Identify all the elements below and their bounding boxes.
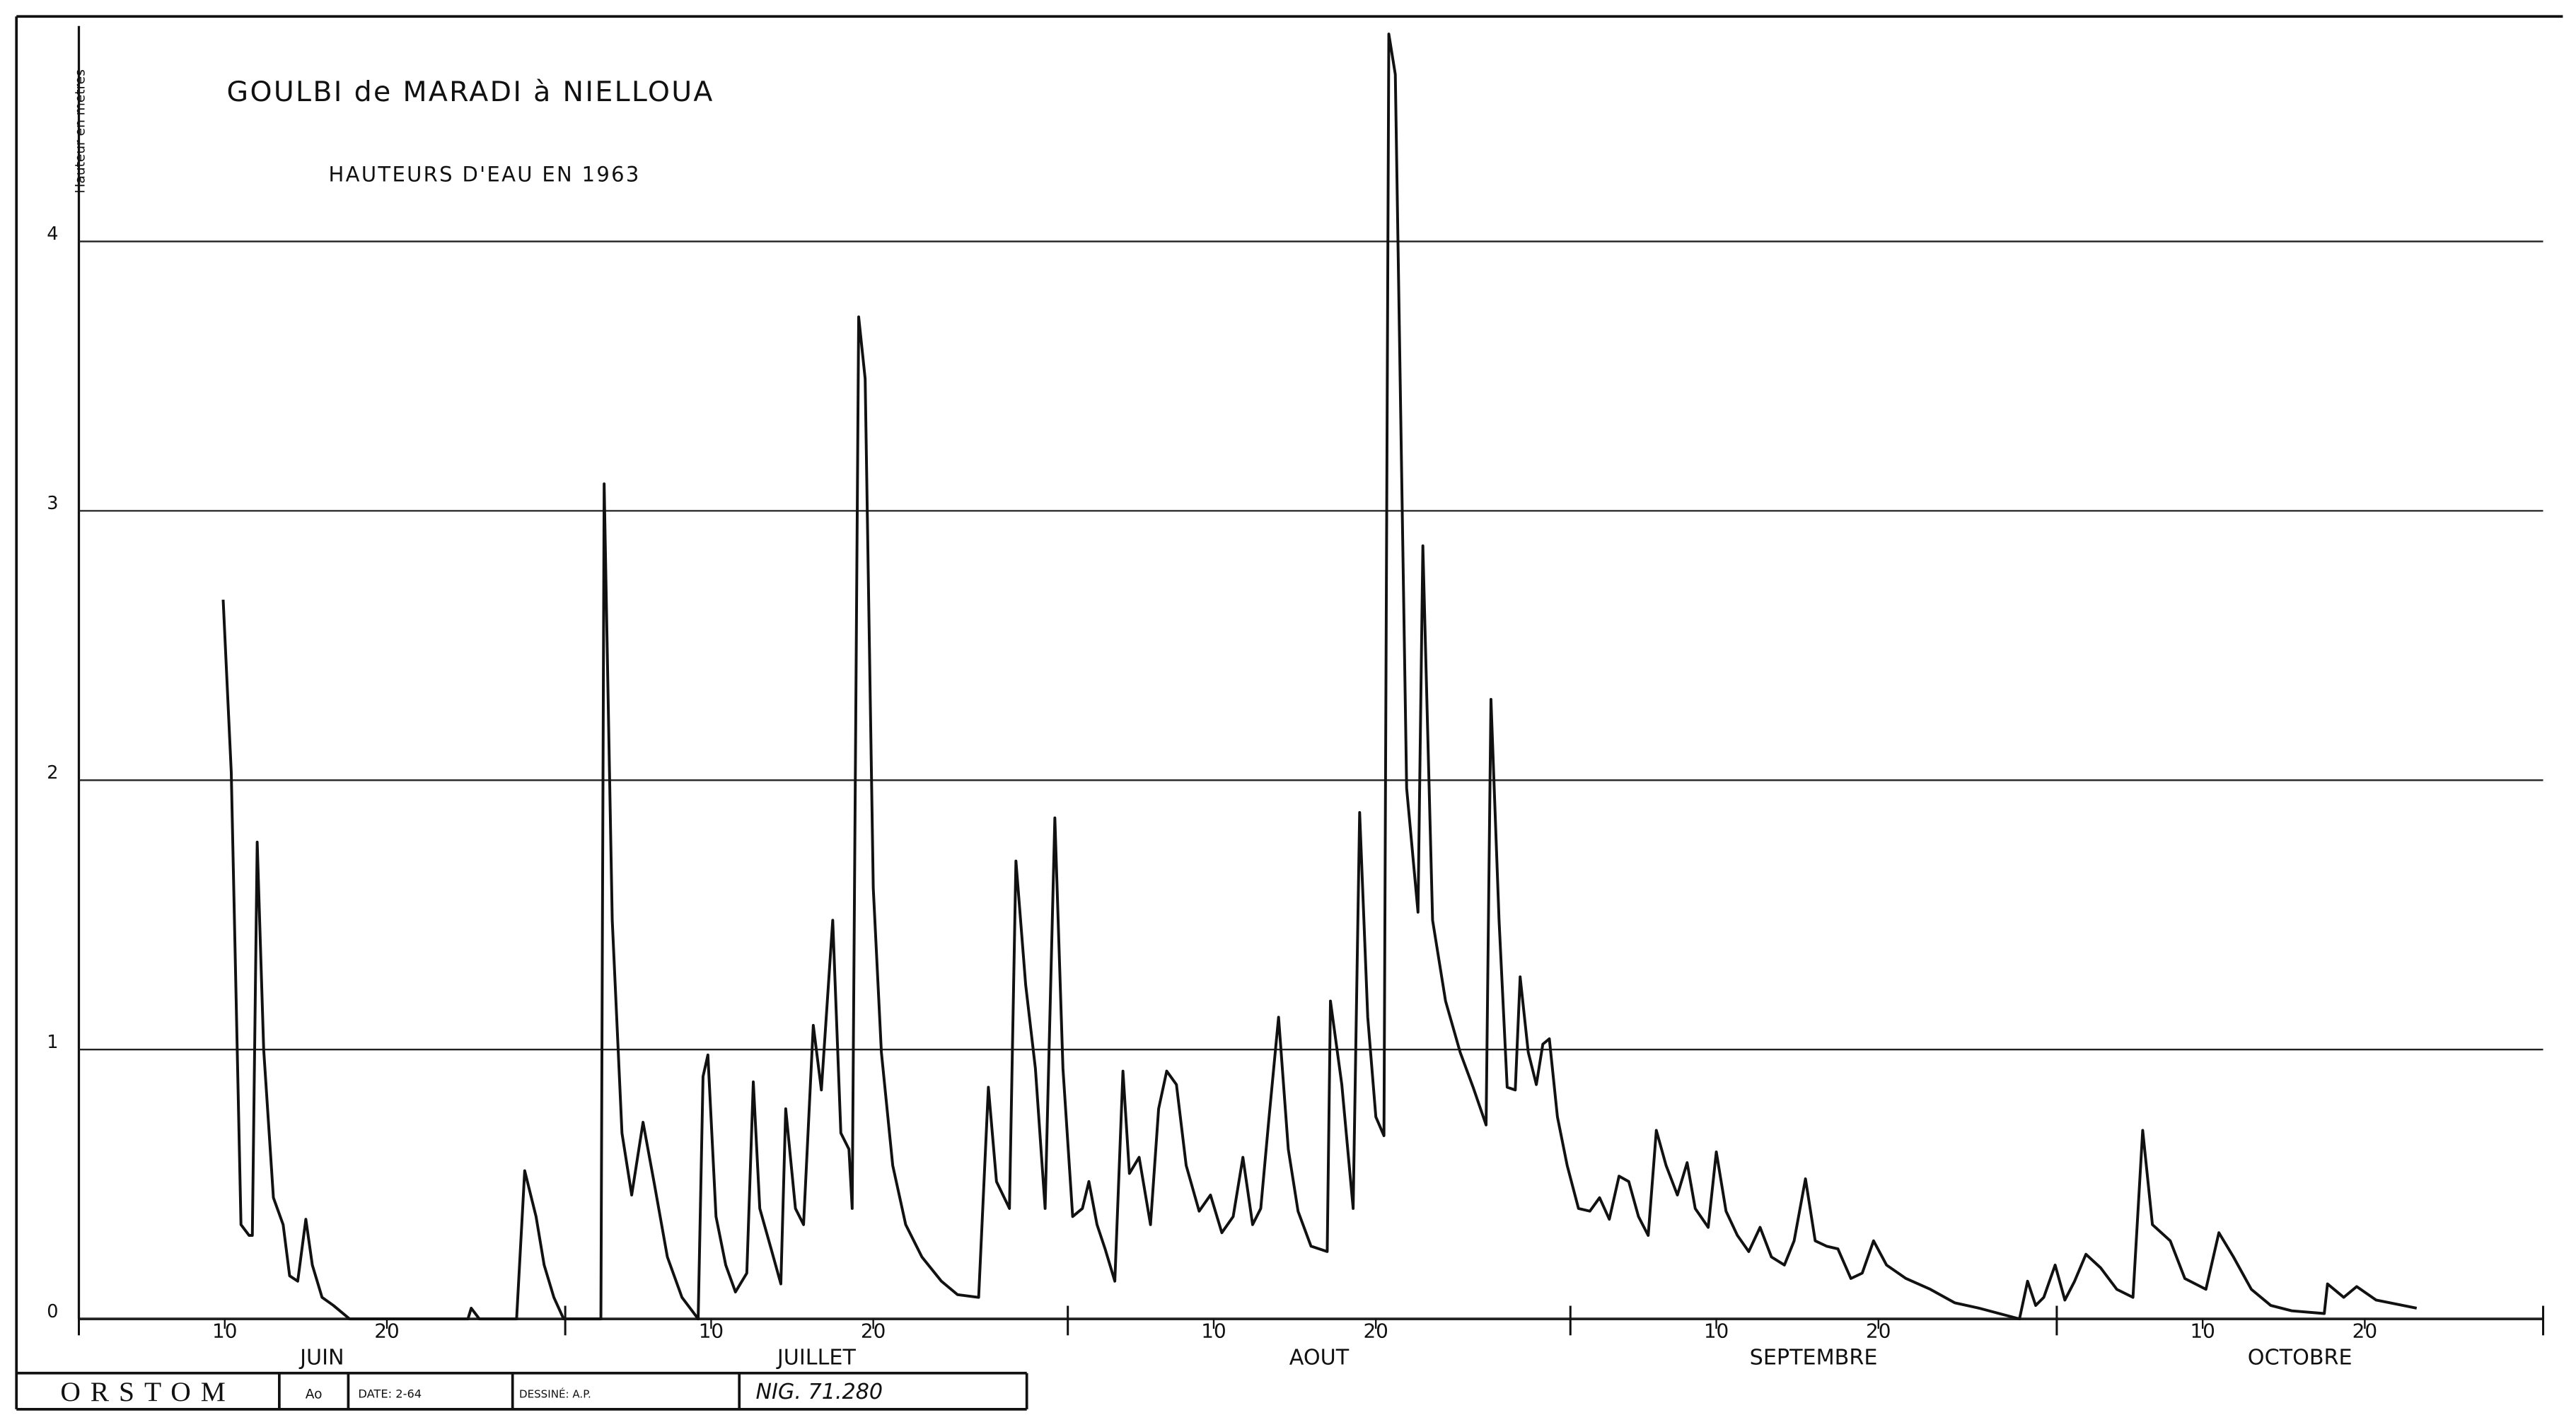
month-label: JUILLET <box>776 1345 857 1370</box>
chart-title: GOULBI de MARADI à NIELLOUA <box>227 76 714 108</box>
footer-date: DATE: 2-64 <box>358 1387 422 1400</box>
y-tick-label: 4 <box>47 223 58 245</box>
x-tick-label: 10 <box>2190 1320 2215 1343</box>
data-line <box>221 33 2418 1321</box>
footer-code: Ao <box>306 1387 323 1402</box>
month-label: OCTOBRE <box>2248 1345 2352 1370</box>
y-tick-label: 0 <box>47 1301 58 1322</box>
month-label: JUIN <box>298 1345 344 1370</box>
x-tick-label: 20 <box>1866 1320 1891 1343</box>
x-tick-label: 10 <box>1201 1320 1226 1343</box>
footer-ref: NIG. 71.280 <box>755 1380 883 1404</box>
x-tick-label: 20 <box>1363 1320 1388 1343</box>
x-tick-label: 20 <box>2352 1320 2377 1343</box>
x-tick-label: 10 <box>212 1320 237 1343</box>
footer-org: ORSTOM <box>60 1376 235 1407</box>
x-tick-label: 10 <box>699 1320 724 1343</box>
y-tick-label: 1 <box>47 1032 58 1053</box>
footer-drawn-by: DESSINÉ: A.P. <box>519 1387 591 1400</box>
x-tick-label: 20 <box>374 1320 399 1343</box>
x-tick-label: 20 <box>861 1320 886 1343</box>
y-axis-label: Hauteur en metres <box>73 69 88 193</box>
chart-subtitle: HAUTEURS D'EAU EN 1963 <box>329 163 641 187</box>
month-label: AOUT <box>1289 1345 1350 1370</box>
x-tick-label: 10 <box>1704 1320 1729 1343</box>
y-tick-label: 3 <box>47 493 58 514</box>
y-tick-label: 2 <box>47 762 58 784</box>
month-label: SEPTEMBRE <box>1750 1345 1878 1370</box>
